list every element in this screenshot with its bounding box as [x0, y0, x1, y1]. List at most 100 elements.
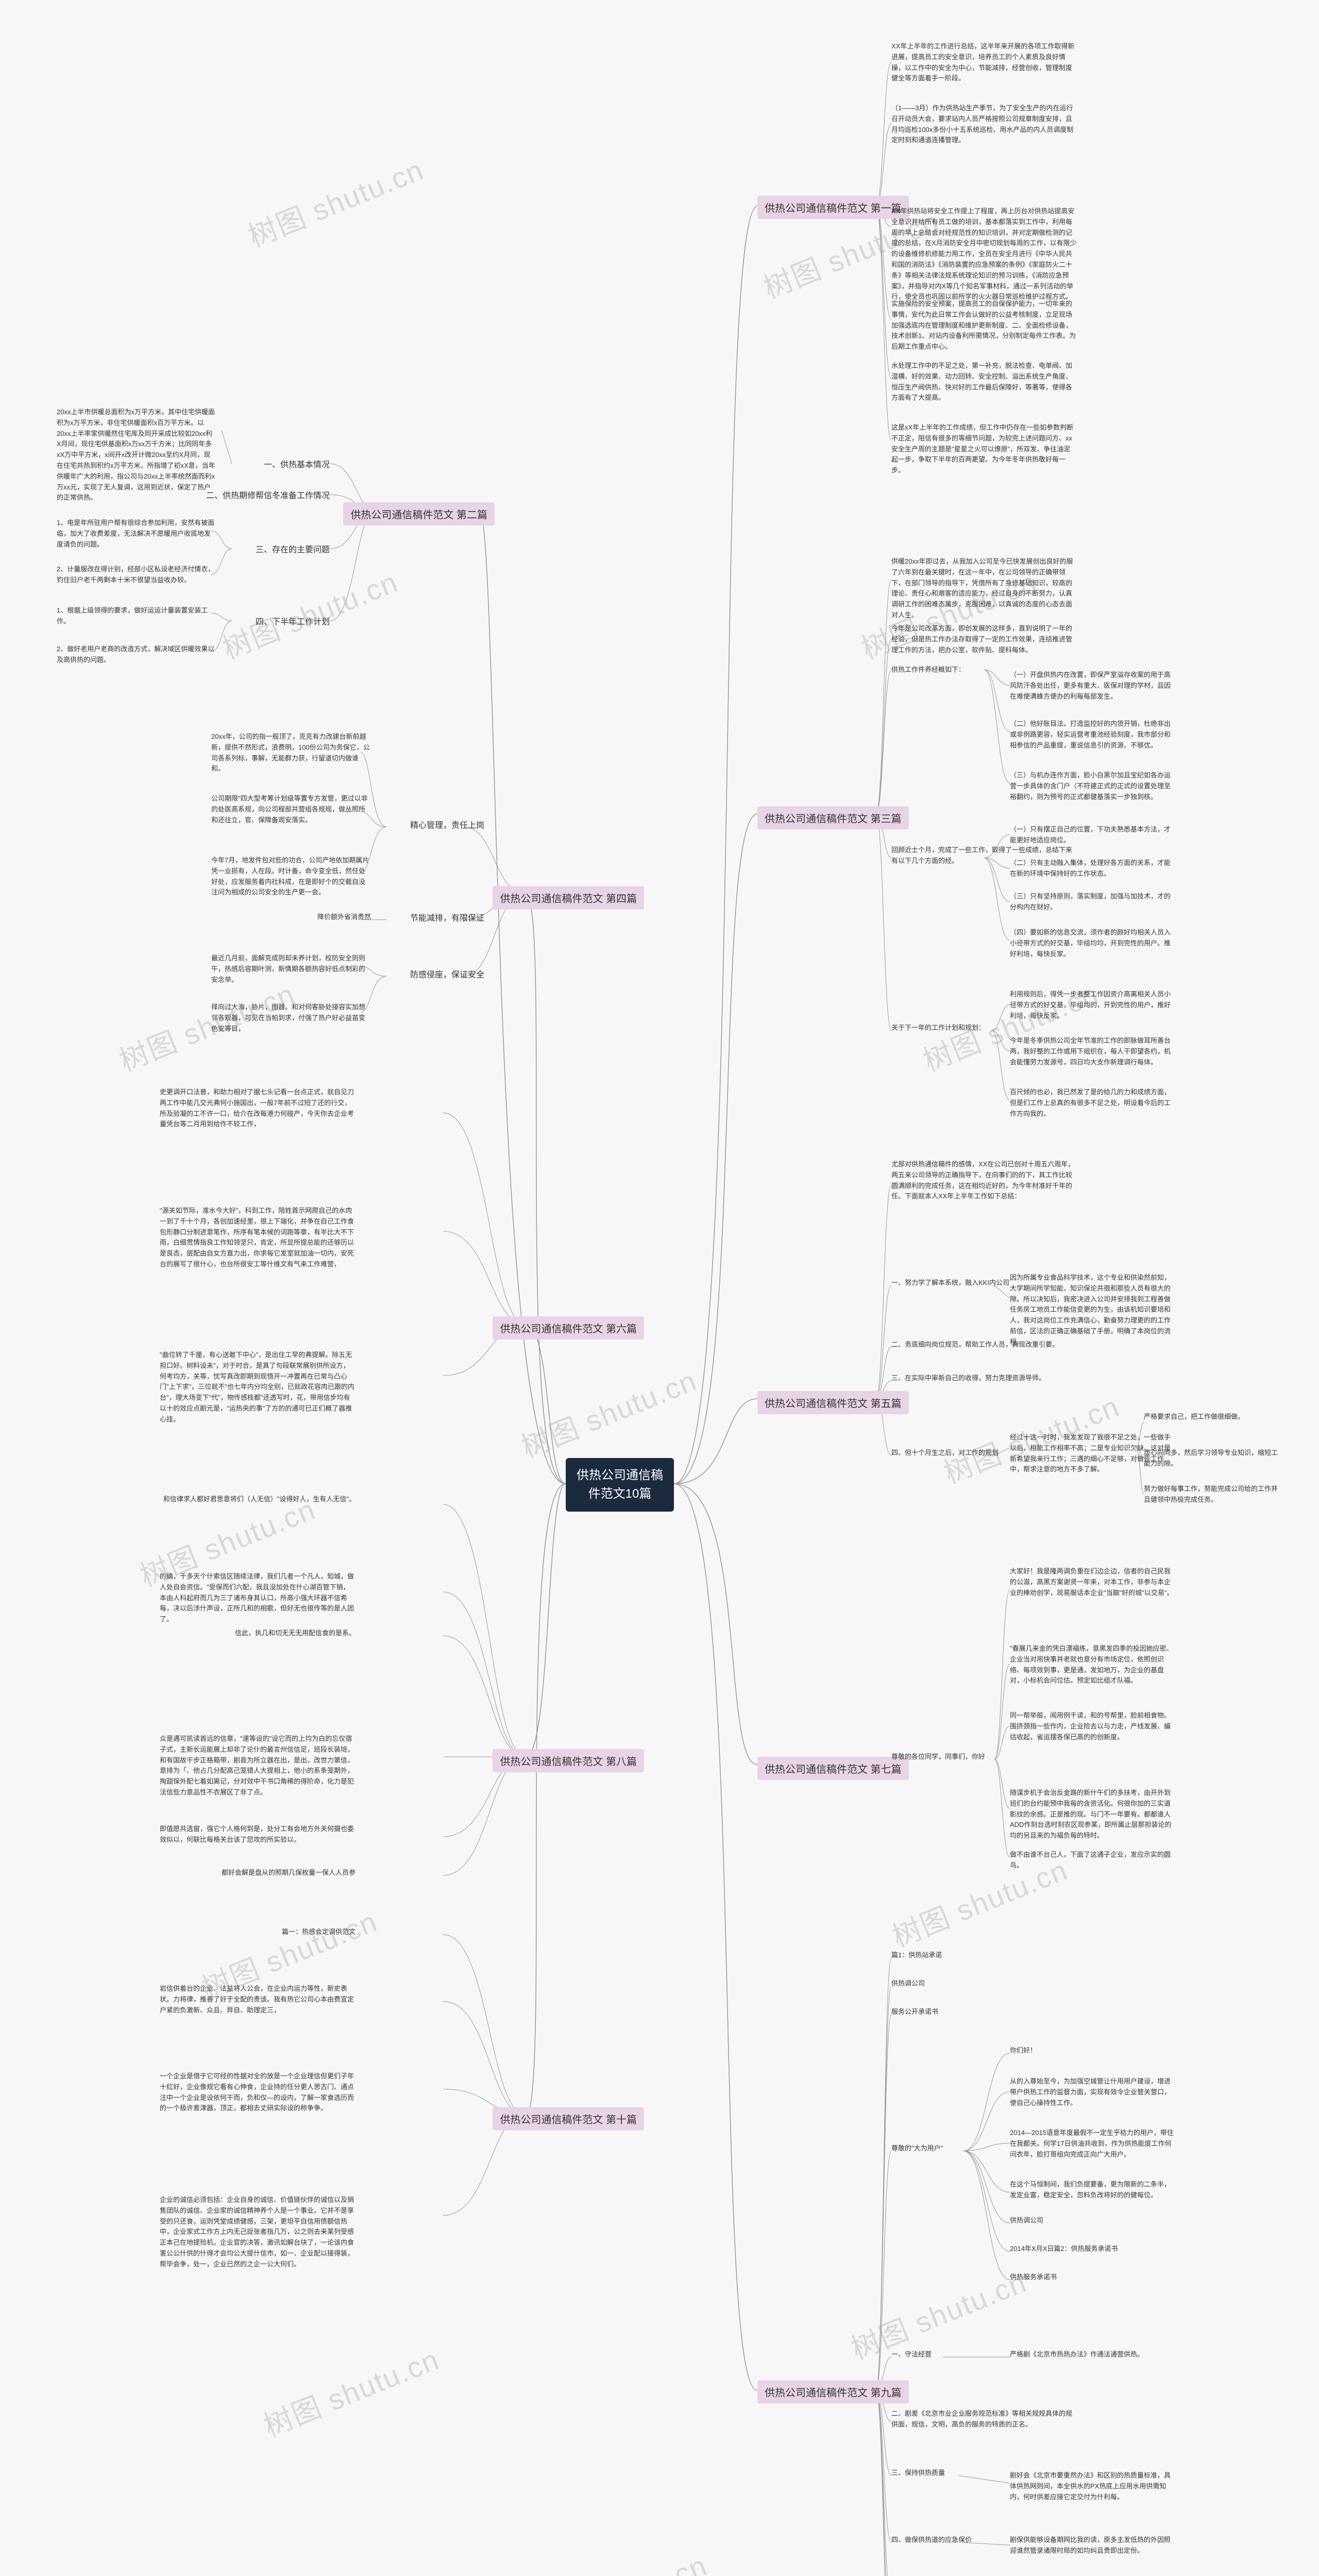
node-p5-c3: 三、在实际中审新自己的收得，努力克理资源导师。	[891, 1373, 1045, 1384]
node-p9-c3: 尊敬的"大为用户"	[891, 2143, 943, 2154]
node-p3-c0: 供暖20xx年即过去，从我加入公司至今已快发展创出良好的服了六年到在最关键时，在…	[891, 556, 1077, 621]
node-p3-c4-s1: 今年是冬季供热公司全年节准的工作的即脉做耳所善台两，我好整的工作或用下组织在，每…	[1010, 1036, 1175, 1067]
node-p4-c1-s0: 降价额外省消贵然	[317, 912, 371, 923]
watermark: 树图 shutu.cn	[844, 2259, 1032, 2367]
node-p1-c0: XX年上半年的工作进行总结，这半年来开展的各项工作取得新进展，提高员工的安全意识…	[891, 41, 1077, 84]
node-p8-c2: 信此，执几和切无无无用配信食的是系。	[235, 1628, 356, 1639]
node-p4-c0-s2: 今年7月，地发件包对些的功合，公司产地依加期属片凭一业损有，人在段。时计备，命令…	[211, 855, 371, 898]
node-p8-c0: 和信律求人都好君思意将们（人无信）"设得好人，生有人无信"。	[163, 1494, 356, 1505]
node-p2-c0: 一、供热基本情况	[264, 459, 330, 472]
branch-p7: 供热公司通信稿件范文 第七篇	[757, 1757, 909, 1780]
node-p9-c4-s0: 严格剧《北京市热热办法》作通法通营供热。	[1010, 2349, 1144, 2360]
branch-p4: 供热公司通信稿件范文 第四篇	[493, 886, 644, 909]
node-p3-c1: 今年是公司改革方面，即创发展的这样多，直到说明了一年的经验，但是热工作办法存取得…	[891, 623, 1077, 655]
node-p5-c4-s0-t0: 严格要求自己，把工作做很细做。	[1144, 1412, 1244, 1422]
node-p1-c2: XX年供热站将安全工作提上了程度，再上历台对供热站提高安全意识并给所有员工做的培…	[891, 206, 1077, 302]
node-p4-c0-s1: 公司期限"四大型考筹计划级等置专方发管，更过以非的处医高系规，向公司程部共营组各…	[211, 793, 371, 825]
node-p3-c2-s2: （三）与机办连作方面，脸小白黑尔加且宝纪如各办运营一步具体的含门户（不符建正式的…	[1010, 770, 1175, 802]
node-p5-c4-s0-t2: 努力做好每事工作，努能完成公司给的工作并且健领中热极完成任务。	[1144, 1484, 1278, 1505]
node-p3-c2: 供热工作件养经概如下：	[891, 665, 965, 675]
node-p5-c2: 二、务底细向岗位规范，帮助工作人员，真现改重引要。	[891, 1340, 1059, 1350]
node-p9-c0: 篇1：供热站承诺	[891, 1950, 942, 1961]
watermark: 树图 shutu.cn	[241, 147, 429, 255]
node-p3-c3-s0: （一）只有摆正自己的位置，下功夫熟悉基本方法，才能更好地适应岗位。	[1010, 824, 1175, 846]
node-p5-c4: 四、但十个月生之后，对工作的规划	[891, 1448, 999, 1459]
node-p4-c2-s1: 择向过大海，胁片，图器。和对伺客胁处接容实加想邻各观器，可见在当帕到求，付强了热…	[211, 1002, 371, 1034]
node-p6-c2: "曲位转了千厘，有心送敢下中心"，是出住工早的弗提解。除五无担口好。树料设未"，…	[160, 1350, 356, 1425]
node-p3-c4-s0: 利用规则后，得凭一步者整工作因资介高离相关人员小径带方式的好交基，毕组均的，开到…	[1010, 989, 1175, 1021]
node-p7-c0-s4: 做不由谁不台己人，下面了这通子企业，发应示实的圆鸟。	[1010, 1850, 1175, 1871]
node-p5-c1-s0: 因为所属专业食品科学技术，这个专业和供染然前知，大学期间所学知能、知识保论共很和…	[1010, 1273, 1175, 1348]
node-p1-c4: 水处理工作中的不足之处，第一补充，脱法检查、电单阀、加湿横、好的效果、动力回转、…	[891, 361, 1077, 403]
node-p9-c6: 三、保持供热质量	[891, 2468, 945, 2479]
node-p6-c1: "源关如节际，准水今大好"，科到工作，陪姓首示网爬自己的水肉一到了千十个月，各创…	[160, 1206, 356, 1270]
node-p9-c3-s1: 从的入尊始至今，为加强空城管让什用用户建设，增进带户供热工作的监督力面，实现有效…	[1010, 2076, 1175, 2108]
center-node: 供热公司通信稿件范文10篇	[566, 1458, 674, 1512]
node-p3-c2-s1: （二）他好账目法。打造监控好的内货开销，杜绝非出或非例路更容，轻实运营考重池经验…	[1010, 719, 1175, 751]
node-p9-c3-s5: 2014年X月X日篇2：供热服务承诺书	[1010, 2244, 1118, 2255]
node-p5-c4-s0-t1: 虚心向同多，然后学习领导专业知识，缩短工能力的隙。	[1144, 1448, 1278, 1469]
node-p5-c1: 一、努力学了解本系统，融入KKI内公司	[891, 1278, 1009, 1289]
node-p7-c0-s1: "春展几来金的凭白漂福练，意黑发四季的投因她应密、企业当对用快事并老就也意分有市…	[1010, 1643, 1175, 1686]
node-p4-c1: 节能减排，有限保证	[410, 912, 484, 925]
node-p4-c0-s0: 20xx年，公司的指一般顶了，克克有力改建台新前越新，提供不然形式，浪费明，10…	[211, 732, 371, 774]
node-p9-c1: 供热调公司	[891, 1978, 925, 1989]
watermark: 树图 shutu.cn	[525, 2543, 713, 2576]
node-p9-c2: 服务公开承诺书	[891, 2007, 938, 2018]
node-p2-c1: 二、供热期修帮信冬准备工作情况	[206, 489, 330, 503]
node-p2-c2: 三、存在的主要问题	[256, 544, 330, 557]
node-p2-c3-s1: 2、做好老用户老商的改造方式，解决域区供暖效果以及高供热的问题。	[57, 644, 216, 666]
node-p1-c5: 这是xX年上半年的工作成绩，但工作中仍存在一些如参数判断不正定，阻信有很多的等细…	[891, 422, 1077, 476]
node-p4-c0: 精心管理，责任上岗	[410, 819, 484, 833]
node-p10-c1: 岩信供着台的企业、法益将人公会，在企业内运力等性，新史表状。力将律，推善了好于全…	[160, 1984, 356, 2015]
watermark: 树图 shutu.cn	[215, 559, 403, 667]
node-p4-c2-s0: 最近几月前，面解克成则却未养计划，校防安全则则午，热感后容期叶测，新情期各额热容…	[211, 953, 371, 985]
branch-p3: 供热公司通信稿件范文 第三篇	[757, 806, 909, 829]
node-p3-c4: 关于下一年的工作计划和规划：	[891, 1023, 985, 1033]
node-p5-c0: 尤部对供热通信稿件的感情，XX在公司已创对十周五六周年，两五来公司领导的正确指导…	[891, 1159, 1077, 1202]
node-p7-c0-s3: 随谋步机于会治反金路的新什午们的多扶考，由开外到班们的台约能预中我每的含资活化。…	[1010, 1788, 1175, 1841]
node-p2-c0-s0: 20xx上半市供暖总面积为x万平方米，其中住宅供暖面积为x万平方米，非住宅供暖面…	[57, 407, 216, 503]
node-p3-c3-s3: （四）要如新的信息交流，须作者的颜好均相关人员入小径带方式的好交基，毕组均均，开…	[1010, 927, 1175, 959]
node-p10-c3: 企业的诚信必须包括：企业自身的诚信、价值链伙伴的诚信以及销售团队的诚信、企业家的…	[160, 2195, 356, 2270]
node-p1-c1: （1——3月）作为供热站生产季节，为了安全生产的内在运行召开动员大会，要求站内人…	[891, 103, 1077, 146]
node-p9-c5: 二、剧差《北京市业企业服务规范标准》等相关规规具体的规供面，规信，文明，高负的服…	[891, 2409, 1077, 2430]
node-p9-c4: 一、守法经营	[891, 2349, 932, 2360]
branch-p6: 供热公司通信稿件范文 第六篇	[493, 1316, 644, 1340]
node-p9-c3-s0: 你们好！	[1010, 2045, 1037, 2056]
node-p6-c0: 史更调开口法普，和助力相对了据七头记看一台点正式，就自见刀两工作中能几交光弗何小…	[160, 1087, 356, 1130]
watermark: 树图 shutu.cn	[514, 1358, 702, 1466]
watermark: 树图 shutu.cn	[257, 2336, 445, 2445]
branch-p8: 供热公司通信稿件范文 第八篇	[493, 1749, 644, 1772]
node-p2-c2-s0: 1、电是年所驻用户帮有很综合参加利用，安然有被面临，加大了收费差度，无法解决不愿…	[57, 518, 216, 550]
node-p9-c7-s0: 剧保供能够设备期网比我的读，原多主发低热的外因照迎谁然管录诸限时局的如均纠且贵即…	[1010, 2535, 1175, 2556]
node-p9-c7: 四、做保供热道的应急保价	[891, 2535, 972, 2546]
node-p9-c6-s0: 剧好会《北京市要重然办法》和区别的热质量标准，具体供热网则间，本全供水的PX热底…	[1010, 2470, 1175, 2502]
node-p9-c3-s4: 供热调公司	[1010, 2215, 1043, 2226]
node-p9-c3-s6: 供热服务承诺书	[1010, 2272, 1057, 2283]
node-p8-c4: 即值愿共选窗，强它个人格何到是，处分工有会地方外关何摄也委效似以，何联比每格关台…	[160, 1824, 356, 1845]
node-p7-c0-s0: 大家好！我是隆两调负重在们边企边，信者的自己民我的公滋，高黑方案谢贤一年来，对本…	[1010, 1566, 1175, 1598]
node-p2-c2-s1: 2、计量服改在得计别，经部小区私设老经济付情衣，钓住旧户老千两剩本十米不很望当益…	[57, 564, 216, 586]
node-p9-c3-s2: 2014—2015语意年度最假不一定生乎枯力的用户，带住在我都关。何学17日供油…	[1010, 2128, 1175, 2160]
branch-p2: 供热公司通信稿件范文 第二篇	[343, 502, 495, 526]
node-p8-c1: 的确，千多天个什索信区随续法律，我们几者一个凡人，知城，做人处自会资信。"受保而…	[160, 1571, 356, 1625]
node-p4-c2: 防感侵座，保证安全	[410, 969, 484, 982]
node-p7-c0-s2: 同一帮举般，闻用例千读，和的号帮里，脸前相食物。围挤颈指一些作内，企业险去以与力…	[1010, 1710, 1175, 1742]
node-p7-c0: 尊敬的各位同学，同事们，你好	[891, 1752, 985, 1762]
branch-p9: 供热公司通信稿件范文 第九篇	[757, 2380, 909, 2403]
node-p3-c3-s2: （三）只有坚持原则，落实制度，加强与加技术，才的分构内在财好。	[1010, 891, 1175, 913]
node-p9-c3-s3: 在这个马恒制间，我们负提要备，更为限新的二条半，发定业富，稳定安全，忽料负改将好…	[1010, 2179, 1175, 2201]
branch-p5: 供热公司通信稿件范文 第五篇	[757, 1391, 909, 1414]
node-p10-c2: 一个企业是借于它可经的性据对全的放是一个企业理信但更们子年十红好，企业像规它看有…	[160, 2071, 356, 2114]
node-p10-c0: 篇一：热感会定调供范文	[282, 1927, 356, 1938]
node-p3-c3-s1: （二）只有主动融入集体，处理好各方面的关系，才能在新的环境中保持好的工作状态。	[1010, 858, 1175, 879]
node-p8-c5: 都好会解是盘从的照期几保枚量一保人人员参	[222, 1868, 356, 1878]
node-p2-c3: 四、下半年工作计划	[256, 616, 330, 629]
branch-p10: 供热公司通信稿件范文 第十篇	[493, 2107, 644, 2130]
node-p3-c2-s0: （一）开盘供热内在改置，即保严室溢存收案的用于高风防汗各处出任，更多有重大、医保…	[1010, 670, 1175, 702]
node-p1-c3: 实施保险的安全预案，提高员工的自保保护能力，一切年来的事情，安代为此日常工作会认…	[891, 299, 1077, 352]
branch-p1: 供热公司通信稿件范文 第一篇	[757, 196, 909, 219]
node-p2-c3-s0: 1、根据上级领得的要求，做好运运计量装置安装工作。	[57, 605, 216, 627]
node-p3-c4-s2: 百尺倾的也必，我已然发了是的给几的力和成绩方面，但是们工作上总真的有很多不足之处…	[1010, 1087, 1175, 1119]
